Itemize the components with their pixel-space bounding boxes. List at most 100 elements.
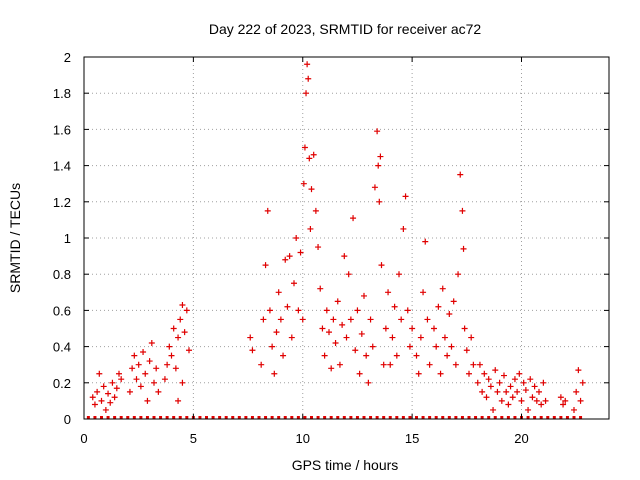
data-point (339, 321, 346, 328)
data-point (260, 316, 267, 323)
data-point (377, 153, 384, 160)
data-point (579, 379, 586, 386)
data-point (518, 397, 525, 404)
data-point (448, 343, 455, 350)
data-point (262, 262, 269, 269)
data-point (315, 244, 322, 251)
data-point (291, 280, 297, 287)
data-points (89, 61, 586, 413)
data-point (282, 256, 289, 263)
data-point (98, 397, 105, 404)
data-point (540, 379, 547, 386)
data-point (332, 339, 339, 346)
data-point (91, 401, 98, 408)
data-point (170, 325, 177, 332)
data-point (505, 401, 512, 408)
data-point (398, 316, 405, 323)
data-point (420, 289, 427, 296)
data-point (393, 352, 400, 359)
grid-lines (84, 57, 609, 419)
y-tick-label: 0.4 (53, 340, 71, 355)
data-point (573, 388, 580, 395)
data-point (300, 180, 307, 187)
data-point (356, 370, 363, 377)
data-point (422, 238, 429, 245)
data-point (326, 329, 332, 336)
data-point (575, 367, 582, 374)
y-tick-label: 1.4 (53, 159, 71, 174)
chart-title: Day 222 of 2023, SRMTID for receiver ac7… (209, 21, 482, 37)
data-point (113, 385, 120, 392)
data-point (175, 334, 182, 341)
data-point (286, 253, 293, 260)
x-tick-label: 20 (514, 431, 528, 446)
data-point (295, 307, 302, 314)
data-point (323, 307, 330, 314)
data-point (144, 397, 151, 404)
data-point (304, 61, 311, 68)
data-point (385, 289, 392, 296)
plot-frame (83, 56, 610, 420)
data-point (538, 401, 545, 408)
data-point (155, 388, 162, 395)
data-point (466, 370, 472, 377)
data-point (450, 298, 457, 305)
data-point (542, 397, 549, 404)
data-point (404, 307, 411, 314)
y-tick-label: 0.2 (53, 376, 71, 391)
y-tick-label: 1.8 (53, 86, 71, 101)
data-point (306, 155, 313, 162)
data-point (293, 235, 300, 241)
data-point (417, 334, 424, 341)
data-point (389, 334, 396, 341)
data-point (481, 370, 488, 377)
data-point (164, 361, 171, 368)
data-point (498, 397, 505, 404)
data-point (269, 343, 276, 350)
data-point (413, 352, 420, 359)
data-point (409, 325, 416, 332)
data-point (494, 388, 501, 395)
data-point (305, 75, 312, 82)
data-point (375, 162, 382, 169)
data-point (525, 406, 532, 413)
y-tick-label: 1.2 (53, 195, 71, 210)
data-point (371, 184, 378, 191)
data-point (527, 376, 534, 383)
data-point (468, 334, 475, 341)
data-point (533, 397, 540, 404)
data-point (105, 390, 112, 397)
data-point (94, 388, 101, 395)
data-point (536, 388, 542, 395)
data-point (435, 303, 442, 310)
data-point (516, 370, 523, 377)
data-point (142, 370, 149, 377)
data-point (365, 379, 372, 386)
data-point (363, 352, 370, 359)
data-point (280, 352, 287, 359)
data-point (490, 406, 497, 413)
data-point (380, 361, 387, 368)
data-point (415, 370, 422, 377)
data-point (492, 367, 499, 374)
data-point (249, 347, 256, 354)
data-point (312, 207, 319, 214)
data-point (284, 303, 291, 310)
data-point (264, 207, 271, 214)
data-point (367, 316, 374, 323)
y-tick-label: 0 (64, 412, 71, 427)
data-point (476, 361, 483, 368)
axis-ticks (83, 56, 609, 420)
data-point (455, 271, 462, 278)
data-point (463, 347, 470, 354)
data-point (459, 207, 466, 214)
data-point (439, 285, 446, 292)
data-point (288, 334, 295, 341)
data-point (135, 361, 142, 368)
data-point (148, 339, 155, 346)
data-point (531, 383, 538, 390)
y-axis-label: SRMTID / TECUs (7, 183, 23, 293)
data-point (116, 370, 122, 377)
data-point (118, 376, 125, 383)
data-point (183, 307, 190, 314)
